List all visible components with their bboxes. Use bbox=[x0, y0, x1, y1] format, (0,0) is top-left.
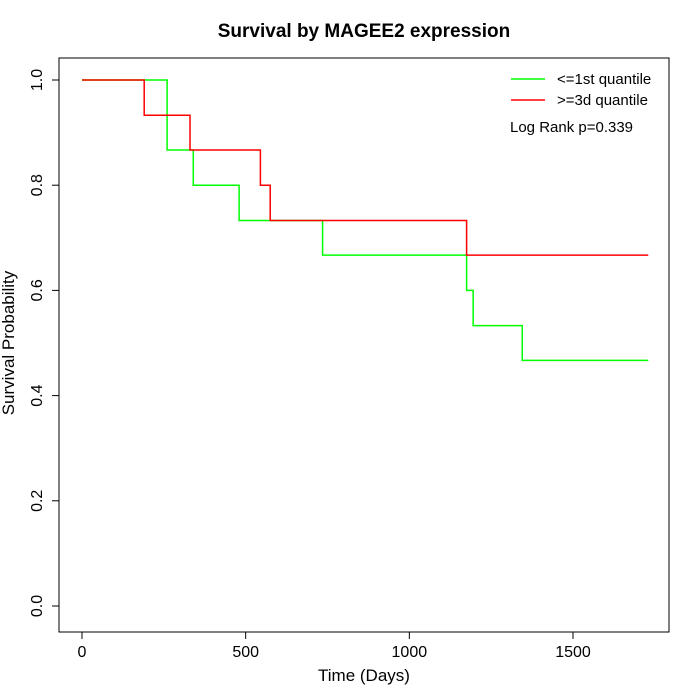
y-axis: 0.0 0.2 0.4 0.6 0.8 1.0 bbox=[29, 69, 60, 617]
x-tick-label: 1000 bbox=[392, 644, 428, 661]
y-tick-label: 0.2 bbox=[29, 490, 46, 512]
x-axis: 0 500 1000 1500 bbox=[78, 631, 591, 661]
chart-title: Survival by MAGEE2 expression bbox=[218, 21, 511, 42]
series-layer bbox=[82, 79, 649, 362]
legend-label-low: <=1st quantile bbox=[557, 71, 651, 88]
log-rank-annotation: Log Rank p=0.339 bbox=[510, 119, 633, 136]
y-axis-label: Survival Probability bbox=[0, 270, 18, 415]
legend-label-high: >=3d quantile bbox=[557, 92, 648, 109]
y-tick-label: 0.0 bbox=[29, 595, 46, 617]
x-tick-label: 500 bbox=[232, 644, 259, 661]
y-tick-label: 0.4 bbox=[29, 384, 46, 406]
x-tick-label: 1500 bbox=[555, 644, 591, 661]
x-tick-label: 0 bbox=[78, 644, 87, 661]
y-tick-label: 1.0 bbox=[29, 69, 46, 91]
legend: <=1st quantile >=3d quantile Log Rank p=… bbox=[510, 71, 651, 136]
x-axis-label: Time (Days) bbox=[318, 666, 410, 685]
survival-curve-low bbox=[82, 79, 649, 362]
y-tick-label: 0.6 bbox=[29, 279, 46, 301]
survival-curve-high bbox=[82, 79, 649, 256]
y-tick-label: 0.8 bbox=[29, 174, 46, 196]
plot-frame bbox=[58, 57, 670, 633]
